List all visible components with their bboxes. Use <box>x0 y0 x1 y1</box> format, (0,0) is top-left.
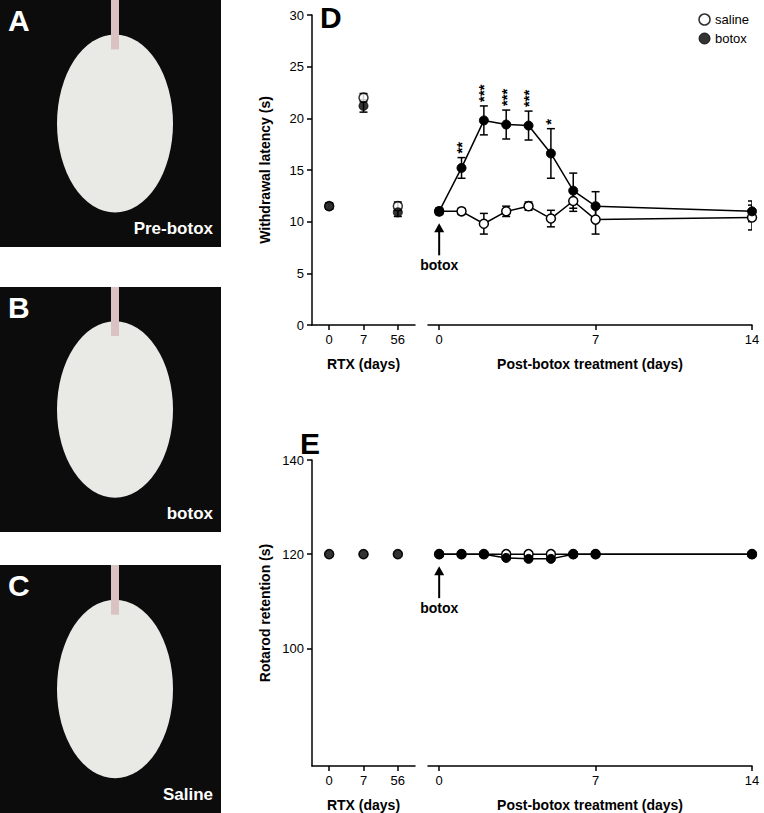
svg-text:0: 0 <box>436 773 443 788</box>
svg-text:140: 140 <box>282 453 304 468</box>
svg-text:Post-botox treatment (days): Post-botox treatment (days) <box>497 797 683 813</box>
html-text:B: B <box>8 291 30 324</box>
svg-text:D: D <box>320 1 342 34</box>
svg-text:120: 120 <box>282 547 304 562</box>
svg-text:E: E <box>300 426 320 460</box>
svg-text:saline: saline <box>715 12 749 27</box>
html-text:Saline: Saline <box>162 785 213 804</box>
svg-text:14: 14 <box>745 332 759 347</box>
svg-text:15: 15 <box>290 163 304 178</box>
svg-text:14: 14 <box>745 773 759 788</box>
svg-text:5: 5 <box>297 266 304 281</box>
svg-text:Post-botox treatment (days): Post-botox treatment (days) <box>497 356 683 372</box>
svg-text:10: 10 <box>290 214 304 229</box>
svg-text:7: 7 <box>592 332 599 347</box>
svg-text:7: 7 <box>592 773 599 788</box>
svg-text:7: 7 <box>360 332 367 347</box>
svg-text:*: * <box>542 119 559 125</box>
svg-text:0: 0 <box>326 332 333 347</box>
svg-text:RTX (days): RTX (days) <box>327 356 400 372</box>
svg-text:botox: botox <box>420 600 458 616</box>
html-text:Pre-botox: Pre-botox <box>133 219 213 238</box>
svg-text:0: 0 <box>297 318 304 333</box>
svg-text:botox: botox <box>420 257 458 273</box>
svg-text:***: *** <box>475 84 492 102</box>
svg-text:Withdrawal latency (s): Withdrawal latency (s) <box>257 96 273 244</box>
html-text:A: A <box>8 4 30 37</box>
svg-text:25: 25 <box>290 59 304 74</box>
html-text:C: C <box>8 569 30 602</box>
svg-text:56: 56 <box>391 332 405 347</box>
svg-text:***: *** <box>498 88 515 106</box>
svg-text:Rotarod retention (s): Rotarod retention (s) <box>257 544 273 682</box>
svg-text:7: 7 <box>360 773 367 788</box>
svg-text:100: 100 <box>282 641 304 656</box>
svg-text:RTX (days): RTX (days) <box>327 797 400 813</box>
svg-text:botox: botox <box>715 31 747 46</box>
html-text:botox: botox <box>166 504 213 523</box>
svg-text:**: ** <box>453 142 470 154</box>
svg-text:0: 0 <box>326 773 333 788</box>
svg-text:30: 30 <box>290 8 304 23</box>
svg-text:***: *** <box>520 89 537 107</box>
svg-text:56: 56 <box>391 773 405 788</box>
svg-text:0: 0 <box>436 332 443 347</box>
svg-text:20: 20 <box>290 111 304 126</box>
